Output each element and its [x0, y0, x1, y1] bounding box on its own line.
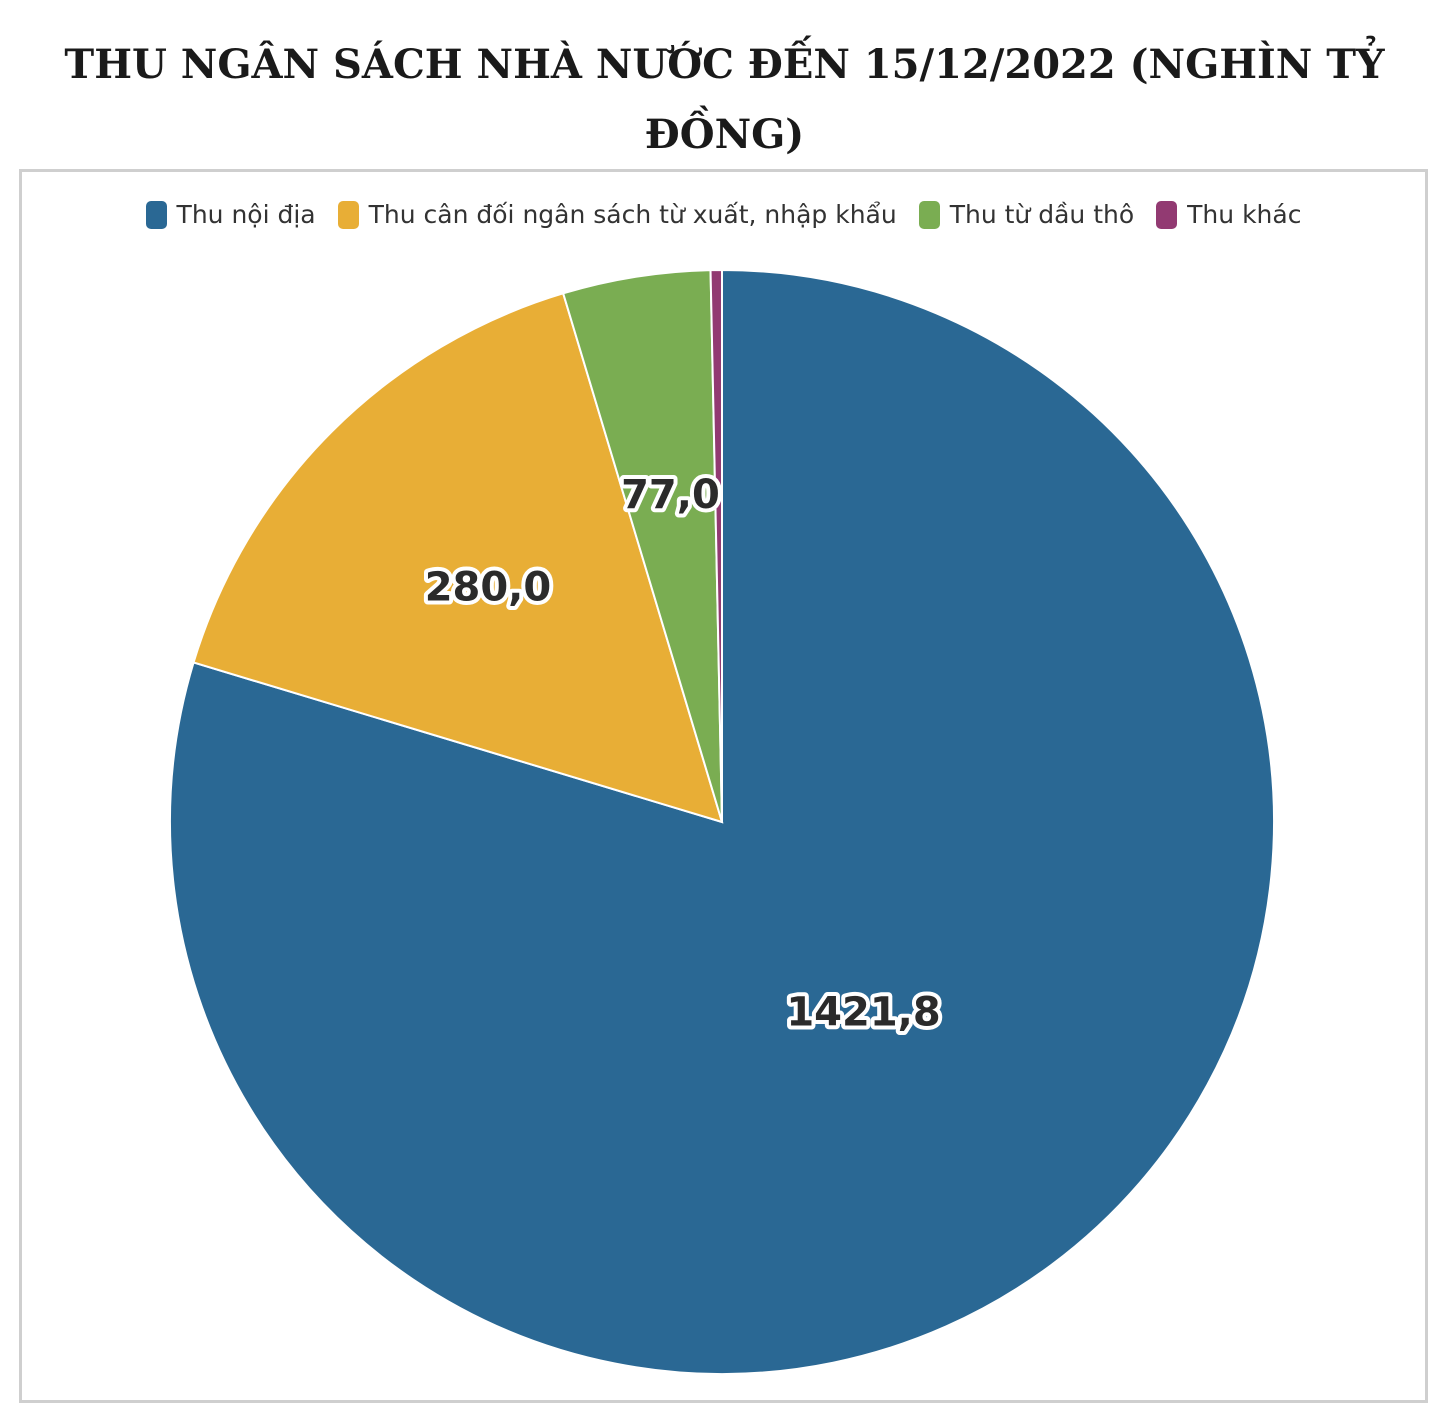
legend-swatch	[1156, 200, 1178, 229]
pie-slice[interactable]	[192, 292, 724, 824]
legend-label: Thu cân đối ngân sách từ xuất, nhập khẩu	[368, 200, 897, 229]
pie-chart: 1421,8 280,0 77,0	[169, 268, 1275, 1375]
legend-item-thu-khac[interactable]: Thu khác	[1156, 200, 1301, 229]
legend-item-dau-tho[interactable]: Thu từ dầu thô	[918, 200, 1135, 229]
legend-label: Thu khác	[1187, 200, 1302, 229]
pie-slice[interactable]	[709, 268, 723, 823]
legend-item-xuat-nhap-khau[interactable]: Thu cân đối ngân sách từ xuất, nhập khẩu	[337, 200, 897, 229]
slice-label: 1421,8	[786, 990, 940, 1036]
legend-label: Thu từ dầu thô	[949, 200, 1135, 229]
slice-label: 77,0	[621, 472, 720, 518]
slice-label: 280,0	[425, 565, 552, 611]
legend-swatch	[337, 200, 359, 229]
legend-item-thu-noi-dia[interactable]: Thu nội địa	[145, 200, 316, 229]
legend-swatch	[918, 200, 940, 229]
chart-title: THU NGÂN SÁCH NHÀ NƯỚC ĐẾN 15/12/2022 (N…	[64, 41, 1385, 158]
chart-frame: Thu nội địa Thu cân đối ngân sách từ xuấ…	[19, 169, 1428, 1403]
legend: Thu nội địa Thu cân đối ngân sách từ xuấ…	[22, 200, 1425, 229]
legend-label: Thu nội địa	[176, 200, 316, 229]
legend-swatch	[145, 200, 167, 229]
